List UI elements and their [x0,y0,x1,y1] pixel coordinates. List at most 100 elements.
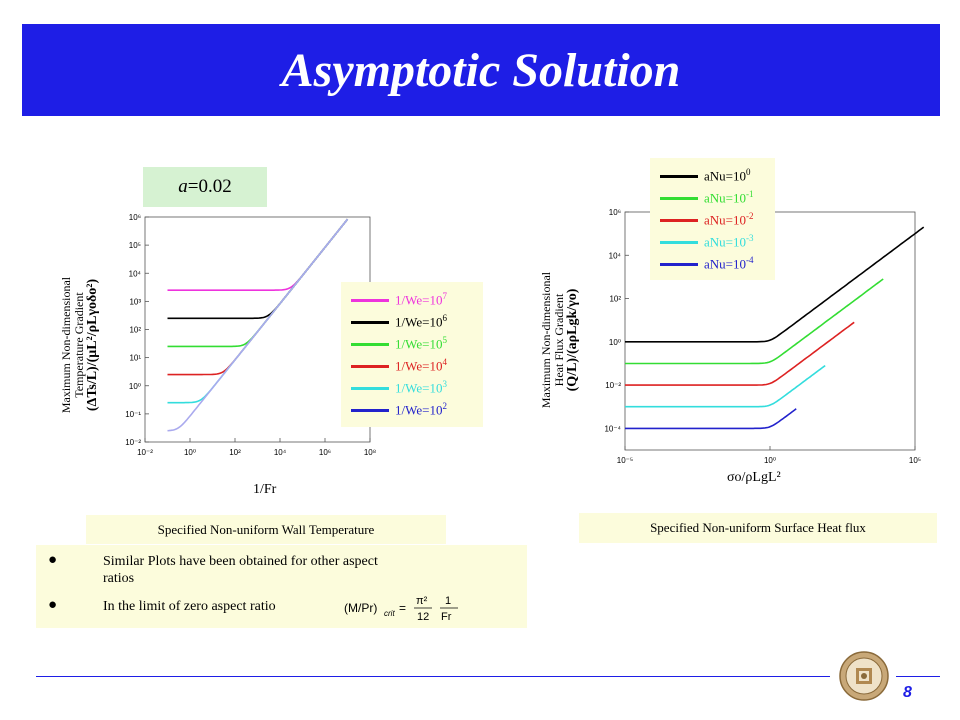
right-chart-xtick-label: 10⁰ [764,456,776,465]
left-chart-ytick-label: 10⁻¹ [125,410,141,419]
bullet-symbol-2: ● [48,597,58,613]
left-legend-label: 1/We=106 [395,313,447,330]
left-caption: Specified Non-uniform Wall Temperature [86,515,446,544]
university-seal-icon [839,651,889,701]
right-chart-series-line [625,364,826,408]
right-legend-swatch [660,218,698,222]
right-chart-ytick-label: 10⁻² [605,381,621,390]
left-chart-ytick-label: 10⁴ [129,269,142,278]
right-legend-item: aNu=10-2 [660,210,754,230]
left-legend-item: 1/We=106 [351,312,447,332]
bullet-text-1: Similar Plots have been obtained for oth… [103,553,378,587]
left-chart-series-line [167,218,349,348]
formula-sub: crit [384,609,395,618]
right-chart: 10⁻⁵ 10⁰ 10⁵ 10⁻⁴ 10⁻² 10⁰ 10² 10⁴ 10⁶ [604,208,925,465]
left-legend-item: 1/We=103 [351,378,447,398]
right-legend-exponent: -2 [746,211,754,222]
formula-lhs: (M/Pr) [344,601,377,615]
left-chart-series-line [167,218,349,432]
footer-divider [36,676,830,677]
left-ylabel-line3: (ΔTs/L)/(μL²/ρLγoδo²) [85,278,100,412]
left-chart-ytick-label: 10⁰ [129,382,141,391]
right-legend-label: aNu=10-4 [704,255,754,272]
left-legend-label: 1/We=103 [395,379,447,396]
right-chart-xtick-label: 10⁵ [909,456,921,465]
left-legend-item: 1/We=107 [351,290,447,310]
left-legend-swatch [351,408,389,412]
right-chart-ytick-label: 10⁰ [609,338,621,347]
left-chart-xtick-label: 10⁻² [137,448,153,457]
left-legend-label: 1/We=107 [395,291,447,308]
right-chart-ytick-label: 10⁻⁴ [604,424,621,433]
formula-den1: 12 [417,611,429,623]
left-legend-item: 1/We=105 [351,334,447,354]
right-legend-exponent: -1 [746,189,754,200]
right-chart-series-line [625,321,855,386]
bullet-1-line2: ratios [103,571,135,586]
formula-num2: 1 [445,595,451,607]
right-legend-swatch [660,196,698,200]
right-chart-ylabel: Maximum Non-dimensional Heat Flux Gradie… [539,230,600,450]
left-legend-exponent: 7 [442,291,447,302]
left-legend-swatch [351,298,389,302]
left-chart-ytick-label: 10⁵ [129,241,141,250]
right-legend: aNu=100 aNu=10-1 aNu=10-2 aNu=10-3 aNu=10-4 [650,158,775,280]
bullet-1-line1: Similar Plots have been obtained for oth… [103,554,378,569]
formula-num1: π² [416,595,428,607]
left-chart-ytick-label: 10³ [129,297,141,306]
title-bar: Asymptotic Solution [22,24,940,116]
right-legend-label: aNu=10-3 [704,233,754,250]
right-legend-exponent: -4 [746,255,754,266]
left-legend-swatch [351,364,389,368]
left-chart-xtick-label: 10⁴ [274,448,287,457]
right-legend-label: aNu=10-2 [704,211,754,228]
left-chart: 10⁻² 10⁰ 10² 10⁴ 10⁶ 10⁸ 10⁻² 10⁻¹ 10⁰ 10¹ 10² 10³ 1… [125,213,376,457]
critical-formula: (M/Pr) crit = π² 12 1 Fr [344,595,458,623]
left-chart-ytick-label: 10¹ [129,354,141,363]
aspect-ratio-label: a =0.02 [143,167,267,207]
left-legend-exponent: 6 [442,313,447,324]
aspect-ratio-value: =0.02 [187,176,232,197]
left-chart-series-line [167,218,349,291]
right-caption: Specified Non-uniform Surface Heat flux [579,513,937,543]
right-legend-label: aNu=10-1 [704,189,754,206]
right-chart-series-line [625,226,925,343]
left-chart-ylabel: Maximum Non-dimensional Temperature Grad… [59,235,120,455]
right-chart-series-line [625,278,884,365]
left-chart-series-line [167,218,349,376]
right-chart-xtick-label: 10⁻⁵ [617,456,633,465]
left-chart-xtick-label: 10⁰ [184,448,196,457]
right-chart-ytick-label: 10² [609,295,621,304]
left-legend-swatch [351,386,389,390]
formula-den2: Fr [441,611,452,623]
left-chart-ytick-label: 10⁶ [129,213,141,222]
left-legend-item: 1/We=102 [351,400,447,420]
left-chart-xtick-label: 10⁸ [364,448,376,457]
left-legend-swatch [351,342,389,346]
left-chart-axes-frame [144,216,371,443]
bullet-symbol-1: ● [48,552,58,568]
right-legend-item: aNu=10-4 [660,254,754,274]
left-chart-xlabel: 1/Fr [253,482,277,497]
left-legend-label: 1/We=104 [395,357,447,374]
right-legend-swatch [660,240,698,244]
right-legend-item: aNu=10-3 [660,232,754,252]
left-legend-exponent: 4 [442,357,447,368]
footer-divider-right [896,676,940,677]
left-legend-label: 1/We=105 [395,335,447,352]
left-chart-ytick-label: 10² [129,326,141,335]
right-chart-ytick-label: 10⁴ [609,251,622,260]
left-legend: 1/We=107 1/We=106 1/We=105 1/We=104 1/We=103… [341,282,483,427]
left-legend-label: 1/We=102 [395,401,447,418]
right-legend-exponent: 0 [746,167,751,178]
right-legend-item: aNu=100 [660,166,751,186]
left-chart-xtick-label: 10⁶ [319,448,331,457]
right-legend-item: aNu=10-1 [660,188,754,208]
page-number: 8 [903,684,912,701]
right-legend-swatch [660,174,698,178]
right-ylabel-line3: (Q/L)/(aρLgk/γo) [565,288,580,392]
bullet-box: ● Similar Plots have been obtained for o… [36,545,527,628]
left-chart-ytick-label: 10⁻² [125,438,141,447]
aspect-ratio-var: a [178,176,188,197]
formula-eq: = [399,601,406,615]
